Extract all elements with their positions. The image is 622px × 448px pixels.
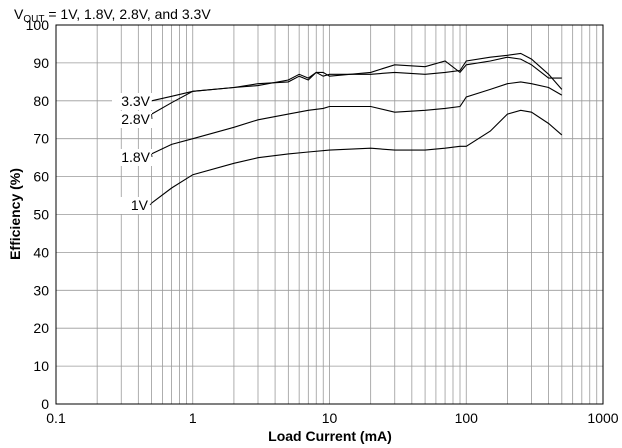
x-tick-label: 100	[455, 410, 479, 426]
chart-title: VOUT = 1V, 1.8V, 2.8V, and 3.3V	[14, 6, 211, 25]
y-tick-label: 30	[33, 282, 49, 298]
y-tick-label: 80	[33, 93, 49, 109]
title-rest: = 1V, 1.8V, 2.8V, and 3.3V	[44, 6, 211, 22]
series-label-bg	[112, 111, 152, 128]
series-label: 2.8V	[121, 111, 150, 127]
series-lines	[151, 52, 563, 204]
series-label: 1.8V	[121, 149, 150, 165]
series-label-bg	[110, 197, 150, 214]
title-prefix: V	[14, 6, 24, 22]
series-label-bg	[112, 93, 152, 110]
series-label: 1V	[131, 197, 149, 213]
title-subscript: OUT	[23, 14, 44, 25]
y-tick-label: 10	[33, 358, 49, 374]
x-tick-label: 1000	[587, 410, 618, 426]
y-tick-label: 70	[33, 131, 49, 147]
series-line	[151, 81, 563, 155]
series-line	[151, 56, 562, 115]
y-tick-label: 60	[33, 169, 49, 185]
x-tick-label: 1	[189, 410, 197, 426]
plot-frame	[55, 24, 604, 405]
y-tick-label: 50	[33, 207, 49, 223]
y-tick-label: 20	[33, 320, 49, 336]
series-labels: 3.3V 2.8V 1.8V 1V	[110, 93, 153, 214]
x-tick-labels: 0.1 1 10 100 1000	[46, 410, 619, 426]
y-tick-label: 90	[33, 55, 49, 71]
y-tick-labels: 0 10 20 30 40 50 60 70 80 90 100	[26, 17, 50, 412]
x-tick-label: 10	[322, 410, 338, 426]
x-axis-title: Load Current (mA)	[268, 428, 392, 444]
y-axis-title: Efficiency (%)	[7, 168, 23, 260]
series-line	[151, 109, 563, 204]
y-tick-label: 100	[26, 17, 50, 33]
series-label-bg	[112, 149, 152, 166]
series-label-leader	[149, 202, 152, 206]
y-tick-label: 40	[33, 244, 49, 260]
y-tick-label: 0	[41, 396, 49, 412]
series-line	[151, 52, 563, 102]
series-label: 3.3V	[121, 93, 150, 109]
x-tick-label: 0.1	[46, 410, 66, 426]
